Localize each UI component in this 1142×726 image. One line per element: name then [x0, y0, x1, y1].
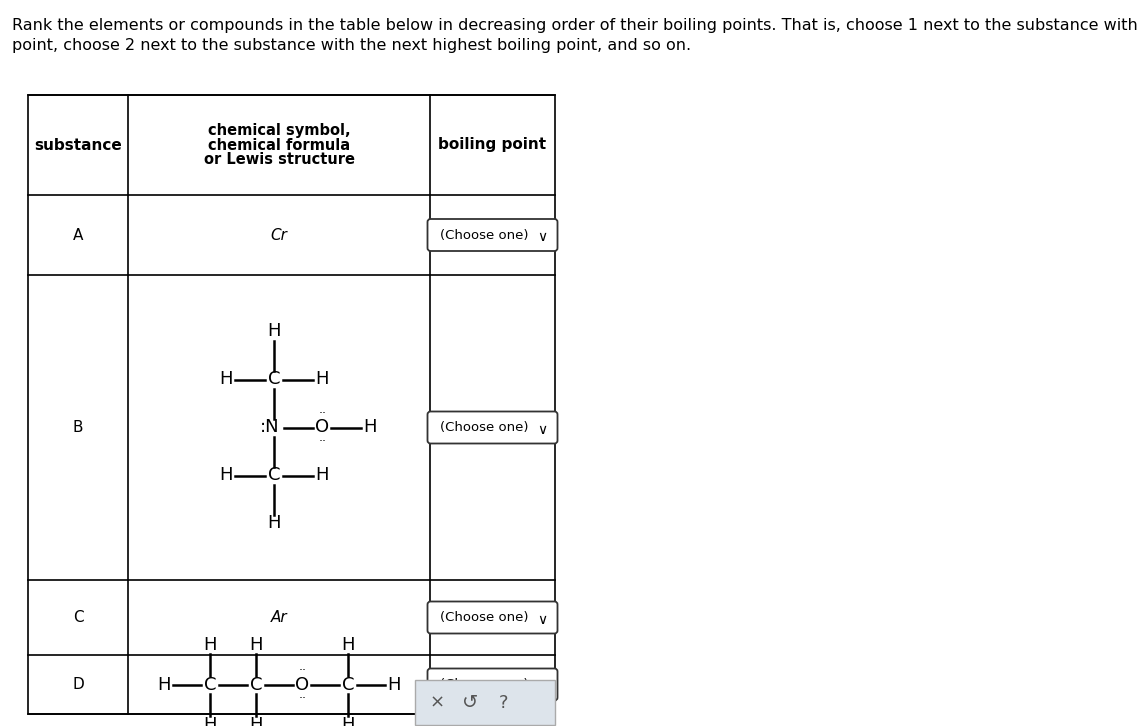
- Text: C: C: [250, 675, 263, 693]
- Text: Ar: Ar: [271, 610, 288, 625]
- Text: H: H: [341, 716, 355, 726]
- Text: chemical symbol,: chemical symbol,: [208, 123, 351, 139]
- Text: point, choose 2 next to the substance with the next highest boiling point, and s: point, choose 2 next to the substance wi…: [13, 38, 691, 53]
- Text: H: H: [315, 467, 329, 484]
- Text: Cr: Cr: [271, 227, 288, 242]
- Text: (Choose one): (Choose one): [441, 678, 529, 691]
- FancyBboxPatch shape: [427, 412, 557, 444]
- FancyBboxPatch shape: [427, 219, 557, 251]
- Text: H: H: [267, 515, 281, 532]
- Text: C: C: [267, 467, 280, 484]
- Text: C: C: [73, 610, 83, 625]
- Text: C: C: [267, 370, 280, 388]
- Text: H: H: [387, 675, 401, 693]
- Text: H: H: [203, 635, 217, 653]
- Text: ∨: ∨: [538, 230, 547, 244]
- Text: ∨: ∨: [538, 423, 547, 436]
- Text: D: D: [72, 677, 83, 692]
- Text: O: O: [315, 418, 329, 436]
- FancyBboxPatch shape: [427, 602, 557, 634]
- Text: ∨: ∨: [538, 680, 547, 693]
- Text: H: H: [249, 635, 263, 653]
- Text: (Choose one): (Choose one): [441, 611, 529, 624]
- Text: H: H: [219, 467, 233, 484]
- Text: chemical formula: chemical formula: [208, 137, 351, 152]
- Text: C: C: [341, 675, 354, 693]
- FancyBboxPatch shape: [427, 669, 557, 701]
- Text: substance: substance: [34, 137, 122, 152]
- Text: H: H: [249, 716, 263, 726]
- Text: H: H: [363, 418, 377, 436]
- Text: H: H: [219, 370, 233, 388]
- Text: (Choose one): (Choose one): [441, 229, 529, 242]
- Text: ··: ··: [319, 407, 327, 420]
- Text: boiling point: boiling point: [439, 137, 547, 152]
- Text: ?: ?: [498, 693, 508, 711]
- Text: H: H: [158, 675, 171, 693]
- Text: H: H: [341, 635, 355, 653]
- Text: ··: ··: [319, 435, 327, 448]
- Text: ··: ··: [299, 692, 307, 705]
- Text: or Lewis structure: or Lewis structure: [203, 152, 354, 166]
- Text: Rank the elements or compounds in the table below in decreasing order of their b: Rank the elements or compounds in the ta…: [13, 18, 1142, 33]
- FancyBboxPatch shape: [415, 680, 555, 725]
- Text: H: H: [267, 322, 281, 340]
- Text: B: B: [73, 420, 83, 435]
- Text: O: O: [295, 675, 309, 693]
- Text: (Choose one): (Choose one): [441, 421, 529, 434]
- Bar: [29, 95, 555, 714]
- Text: ∨: ∨: [538, 613, 547, 627]
- Text: C: C: [203, 675, 216, 693]
- Text: A: A: [73, 227, 83, 242]
- Text: H: H: [203, 716, 217, 726]
- Text: H: H: [315, 370, 329, 388]
- Text: :N: :N: [260, 418, 280, 436]
- Text: ×: ×: [429, 693, 444, 711]
- Text: ··: ··: [299, 664, 307, 677]
- Text: ↺: ↺: [461, 693, 478, 712]
